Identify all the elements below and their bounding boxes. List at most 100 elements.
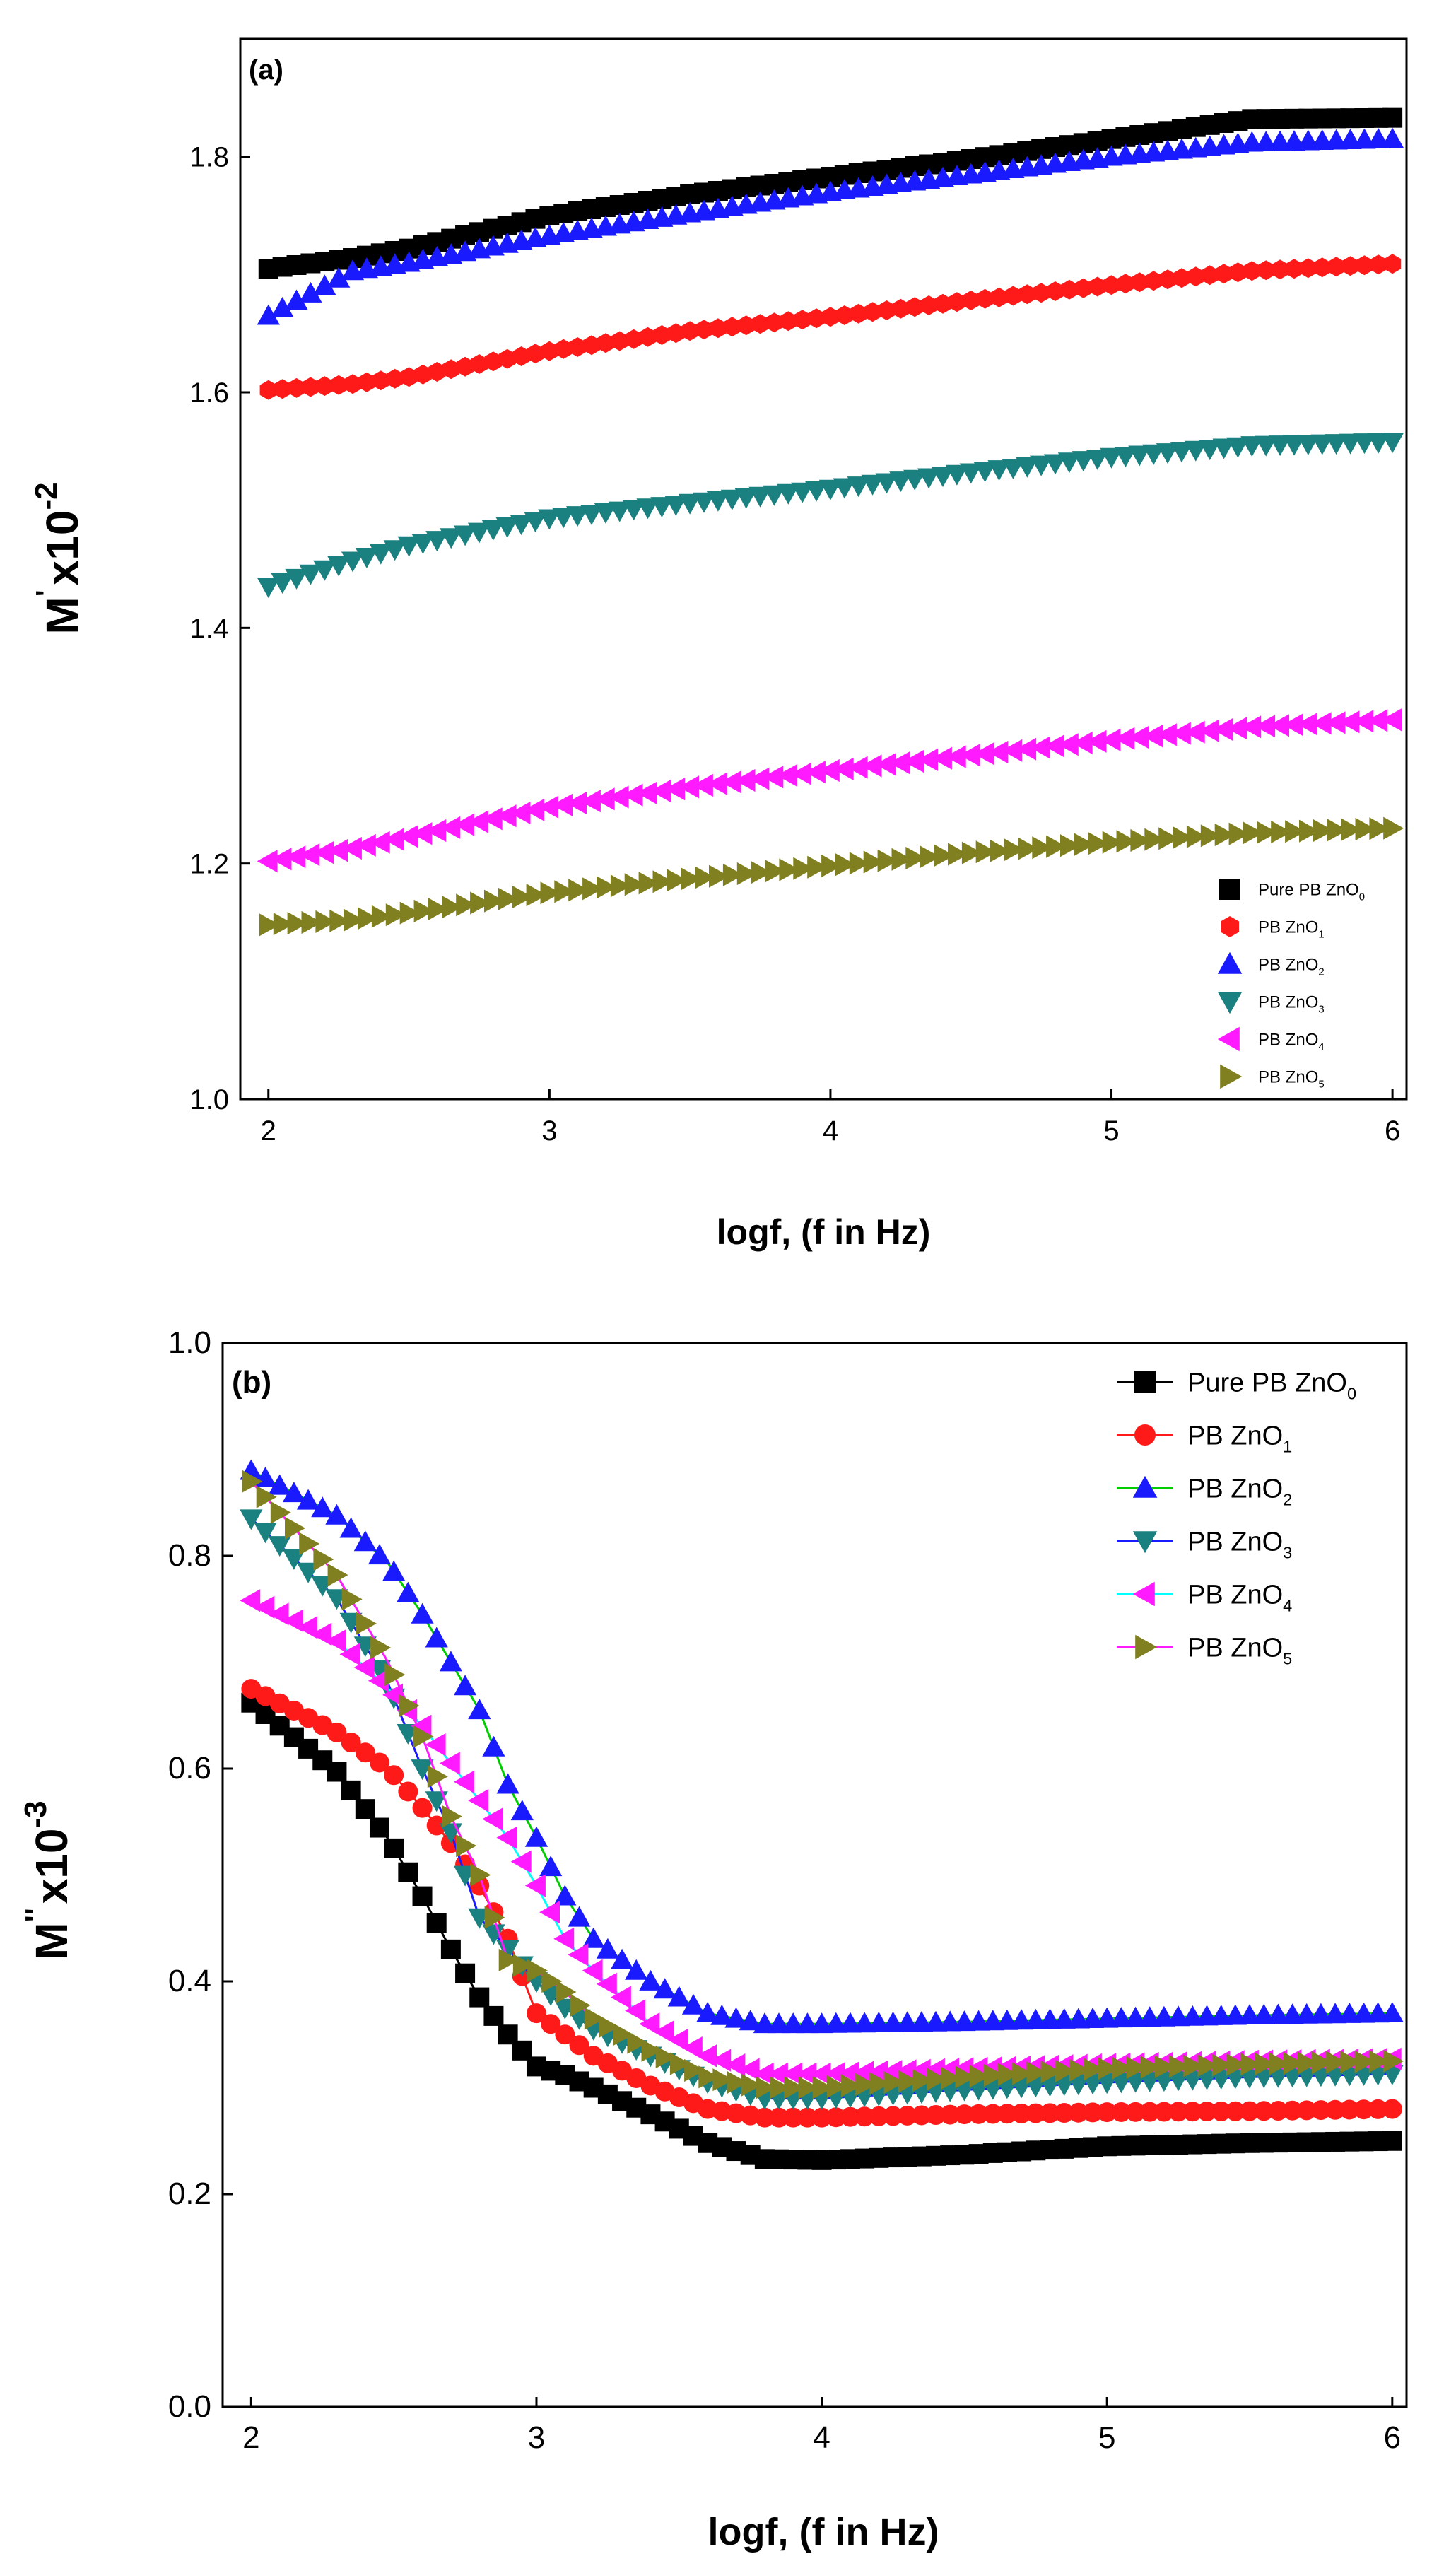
data-point <box>1339 710 1360 734</box>
data-point <box>1240 436 1264 457</box>
data-point <box>339 1643 360 1666</box>
y-tick-label: 0.8 <box>168 1538 211 1573</box>
data-point <box>527 344 544 364</box>
panel-b-ylabel-rest: x10 <box>26 1829 77 1904</box>
data-point <box>737 315 755 336</box>
legend-label-subscript: 4 <box>1318 1042 1324 1053</box>
data-point <box>584 2007 605 2030</box>
data-point <box>327 556 351 577</box>
data-point <box>1310 712 1332 735</box>
data-point <box>358 372 375 392</box>
data-point <box>399 1694 420 1718</box>
data-point <box>793 857 814 880</box>
data-point <box>268 1602 289 1626</box>
data-point <box>1088 276 1106 297</box>
data-point <box>1254 2101 1274 2121</box>
data-point <box>1032 836 1053 860</box>
data-point <box>1282 2100 1303 2121</box>
data-point <box>1170 442 1193 463</box>
data-point <box>582 1927 605 1948</box>
data-point <box>636 781 657 804</box>
data-point <box>273 913 294 936</box>
data-point <box>580 790 601 813</box>
series-4 <box>257 708 1402 873</box>
data-point <box>1271 820 1292 844</box>
data-point <box>329 909 351 932</box>
data-point <box>325 1504 348 1525</box>
data-point <box>456 893 477 917</box>
data-point <box>552 793 573 816</box>
panel-a-axes: 2 3 4 5 6 1.0 1.2 1.4 1.6 1.8 <box>189 142 1400 1147</box>
data-point <box>313 841 334 864</box>
data-point <box>987 740 1009 764</box>
data-point <box>1184 440 1207 462</box>
data-point <box>1083 2102 1103 2123</box>
data-point <box>1296 435 1320 456</box>
data-point <box>863 850 884 874</box>
data-point <box>1173 826 1193 850</box>
data-point <box>1187 266 1204 287</box>
data-point <box>1201 265 1219 286</box>
data-point <box>526 2003 546 2024</box>
data-point <box>650 779 671 803</box>
data-point <box>655 2046 676 2069</box>
data-point <box>1296 713 1317 736</box>
data-point <box>1211 2053 1233 2077</box>
data-point <box>897 2105 917 2126</box>
data-point <box>257 578 280 599</box>
legend-label-subscript: 2 <box>1318 967 1324 978</box>
data-point <box>1125 2102 1146 2122</box>
legend-label-name: PB ZnO <box>1187 1421 1283 1450</box>
x-tick-label: 4 <box>823 1115 838 1147</box>
data-point <box>411 1759 434 1781</box>
panel-a-data-marks <box>257 107 1404 937</box>
data-point <box>638 872 659 895</box>
data-point <box>889 471 912 493</box>
legend-label: PB ZnO4 <box>1187 1580 1292 1614</box>
data-point <box>288 377 305 398</box>
data-point <box>782 2062 803 2085</box>
data-point <box>877 849 898 872</box>
data-point <box>512 885 533 909</box>
data-point <box>400 367 418 387</box>
data-point <box>259 913 280 937</box>
data-point <box>639 1969 662 1991</box>
data-point <box>1043 734 1064 758</box>
data-point <box>1170 722 1191 745</box>
data-point <box>594 503 617 524</box>
data-point <box>541 1969 563 1993</box>
data-point <box>468 1699 491 1720</box>
data-point <box>256 1485 277 1508</box>
data-point <box>556 1980 577 2004</box>
legend-entry: PB ZnO1 <box>1221 916 1325 941</box>
data-point <box>268 1536 291 1557</box>
data-point <box>397 825 418 848</box>
data-point <box>613 2023 634 2046</box>
data-point <box>709 318 727 339</box>
data-point <box>1128 725 1149 749</box>
data-point <box>723 317 741 337</box>
data-point <box>1142 725 1163 748</box>
x-tick-label: 2 <box>242 2420 259 2455</box>
x-tick-label: 5 <box>1103 1115 1119 1147</box>
data-point <box>767 2012 791 2034</box>
panel-a-ylabel: M' x10-2 <box>29 482 88 634</box>
data-point <box>495 804 517 828</box>
data-point <box>679 775 699 799</box>
data-point <box>954 2104 975 2125</box>
data-point <box>982 2104 1003 2124</box>
data-point <box>1046 835 1067 858</box>
legend-marker <box>1132 1581 1155 1607</box>
series-0 <box>258 107 1403 279</box>
data-point <box>370 1636 392 1659</box>
data-point <box>636 498 659 520</box>
data-point <box>425 531 449 552</box>
data-point <box>855 2106 875 2127</box>
data-point <box>1312 2051 1332 2075</box>
data-point <box>397 536 421 557</box>
legend-marker <box>1221 916 1239 937</box>
data-point <box>274 379 291 399</box>
panel-a-ylabel-exp: -2 <box>29 482 64 510</box>
y-tick-label: 0.2 <box>168 2176 211 2211</box>
